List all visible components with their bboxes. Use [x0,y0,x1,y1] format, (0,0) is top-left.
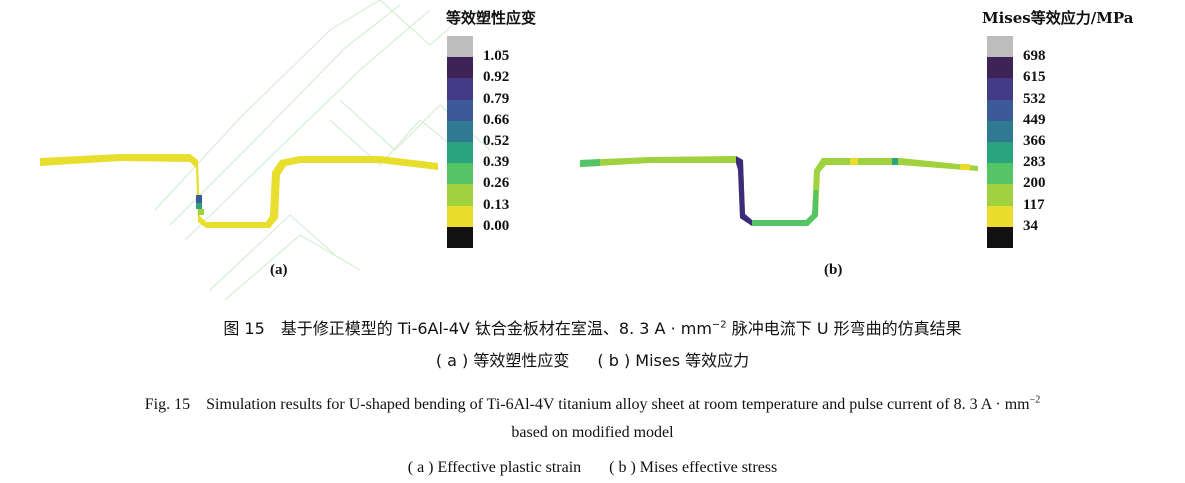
panel-a-colorbar-segment [447,57,473,79]
panel-a-colorbar-segment [447,226,473,248]
caption-cn-subcaptions: ( a ) 等效塑性应变( b ) Mises 等效应力 [435,351,750,370]
caption-en-title-cont: based on modified model [511,424,674,441]
panel-b-tick-label: 200 [1023,175,1046,192]
panel-b-tick-label: 283 [1023,154,1046,171]
panel-a-tick-label: 0.13 [483,196,510,213]
sheet-b-spot [850,158,858,165]
panel-b-tick-label: 117 [1023,196,1045,213]
panel-b-tick-label: 366 [1023,133,1046,149]
panel-a-tick-label: 0.26 [483,175,510,192]
panel-b-tick-label: 34 [1023,217,1038,234]
die-outline [154,0,491,300]
sheet-b-wall [736,156,752,226]
sheet-b-bottom [752,190,818,226]
panel-a-tick-label: 1.05 [483,48,510,65]
caption-cn-title: 图 15 基于修正模型的 Ti-6Al-4V 钛合金板材在室温、8. 3 A ·… [223,319,962,338]
panel-b-label: (b) [824,262,843,278]
sheet-a-strain-band-3 [198,209,204,215]
panel-a-tick-label: 0.52 [483,133,510,149]
panel-b-colorbar-segment [987,78,1013,100]
panel-a-tick-label: 0.92 [483,69,510,86]
panel-b-colorbar-segment [987,141,1013,164]
panel-a-colorbar-segment [447,141,473,164]
sheet-b [580,156,978,226]
panel-b-tick-label: 449 [1023,111,1046,128]
panel-b-colorbar-segment [987,57,1013,79]
panel-b-plot [580,156,978,226]
panel-b-legend-title: Mises等效应力/MPa [982,9,1134,27]
panel-a-tick-label: 0.66 [483,111,510,128]
panel-b-colorbar-segment [987,205,1013,227]
panel-a-colorbar-segment [447,99,473,121]
panel-b-colorbar-segment [987,120,1013,142]
panel-a-tick-label: 0.79 [483,90,510,107]
caption-en-subcaptions: ( a ) Effective plastic strain( b ) Mise… [407,459,778,476]
panel-a-colorbar [447,36,473,248]
sheet-a-strain-band-2 [196,203,202,209]
panel-b-colorbar-segment [987,99,1013,121]
panel-a-colorbar-segment [447,205,473,227]
sheet-a-strain-band [196,195,202,203]
panel-b-tick-label: 698 [1023,48,1046,65]
panel-b-colorbar-segment [987,163,1013,185]
panel-a-label: (a) [270,262,288,278]
sheet-a [40,154,438,228]
panel-a-tick-label: 0.39 [483,154,510,171]
sheet-b-spot-3 [960,164,970,170]
panel-a-colorbar-segment [447,120,473,142]
panel-a-tick-label: 0.00 [483,217,510,234]
panel-a-colorbar-segment [447,78,473,100]
sheet-b-spot-2 [892,158,898,165]
sheet-b-left [580,159,600,167]
panel-b-colorbar-segment [987,184,1013,206]
panel-a-legend-title: 等效塑性应变 [446,9,537,27]
panel-a-plot [40,0,491,300]
panel-b-colorbar [987,36,1013,248]
panel-a-colorbar-segment [447,36,473,58]
panel-a-colorbar-segment [447,184,473,206]
panel-b-colorbar-segment [987,36,1013,58]
panel-b-tick-label: 532 [1023,90,1046,107]
panel-a-colorbar-segment [447,163,473,185]
panel-b-tick-label: 615 [1023,69,1046,86]
figure: 等效塑性应变 1.05 0.92 0.79 0.66 0.52 0.39 0.26 0.13 0… [40,0,1134,300]
caption-en-title: Fig. 15 Simulation results for U-shaped … [144,394,1041,413]
panel-b-colorbar-segment [987,226,1013,248]
